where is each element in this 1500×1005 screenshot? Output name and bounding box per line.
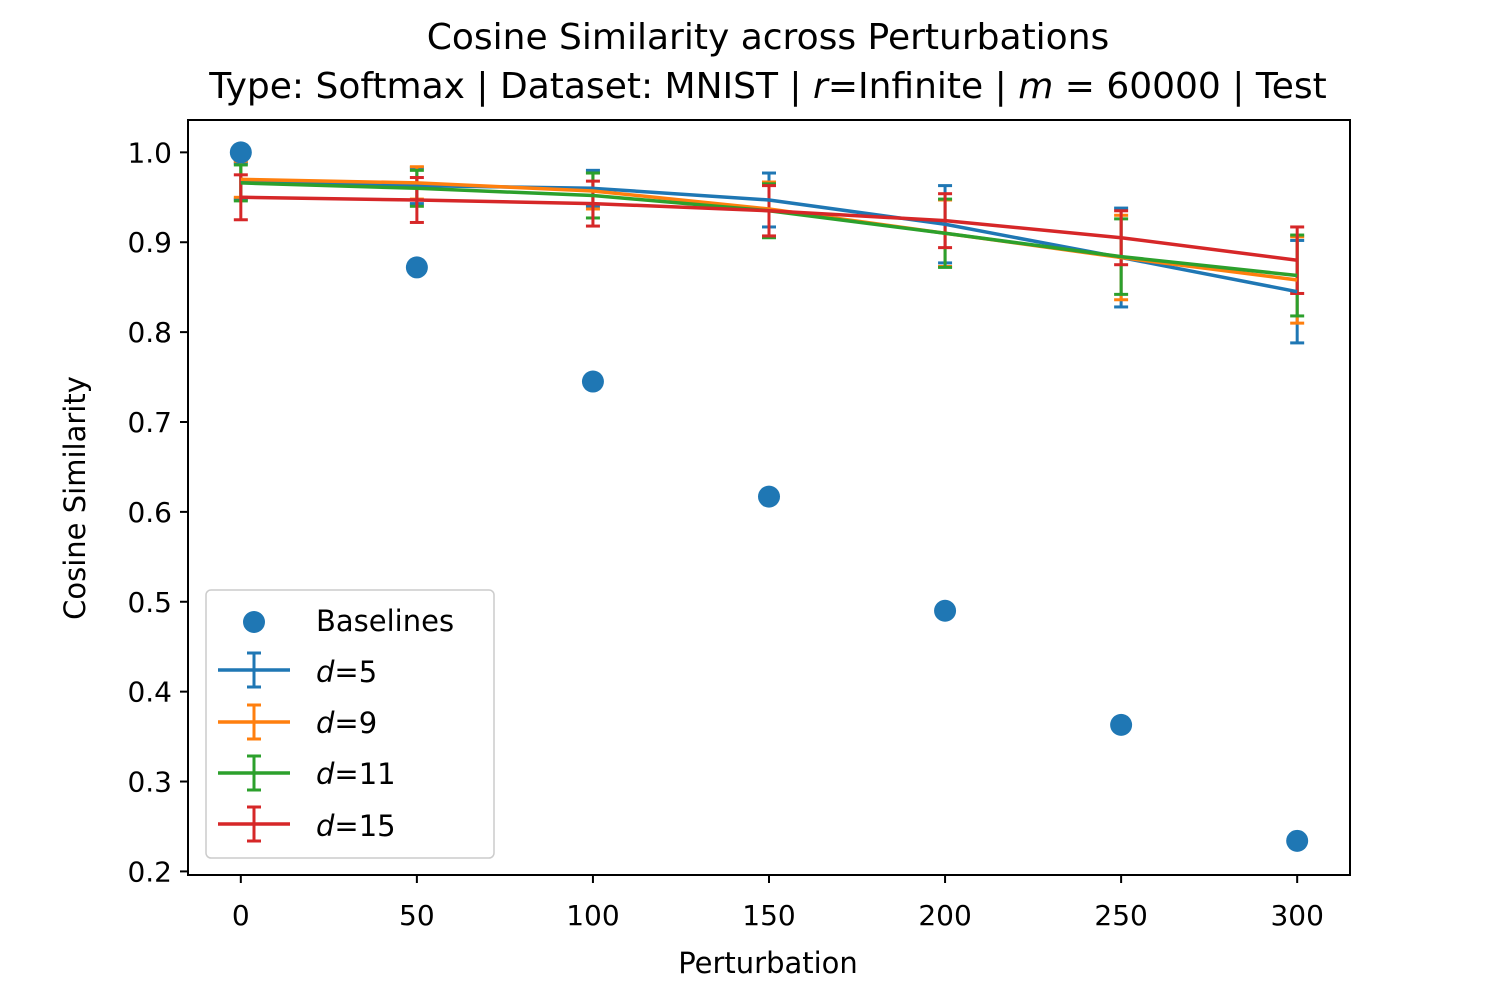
legend-label-d9: d=9 xyxy=(316,706,377,740)
y-tick-label: 0.8 xyxy=(127,316,172,349)
y-tick-label: 0.7 xyxy=(127,406,172,439)
x-tick-label: 300 xyxy=(1270,899,1323,932)
legend-label-d15: d=15 xyxy=(316,809,396,843)
x-tick-label: 50 xyxy=(399,899,435,932)
baseline-point xyxy=(934,599,957,622)
series-line-d15 xyxy=(240,195,1298,262)
chart-title: Cosine Similarity across Perturbations xyxy=(427,17,1110,58)
y-tick-label: 0.9 xyxy=(127,226,172,259)
y-tick-label: 0.4 xyxy=(127,676,172,709)
y-axis-label: Cosine Similarity xyxy=(58,376,92,620)
x-tick-label: 150 xyxy=(742,899,795,932)
plot-area xyxy=(229,141,1309,852)
y-tick-label: 1.0 xyxy=(127,136,172,169)
baseline-point xyxy=(229,141,252,164)
legend: Baselines d=5 d=9 d=11 d=15 xyxy=(205,589,495,859)
baseline-point xyxy=(1286,829,1309,852)
legend-handle-baselines xyxy=(243,611,265,633)
x-tick-label: 200 xyxy=(918,899,971,932)
legend-label-d5: d=5 xyxy=(316,655,377,689)
baseline-point xyxy=(405,256,428,279)
x-axis-label: Perturbation xyxy=(678,946,858,980)
x-tick-label: 100 xyxy=(566,899,619,932)
axes: 0 50 100 150 200 250 300 0.2 0.3 0.4 0.5 0.6 0.7 0.8 0… xyxy=(127,119,1351,932)
y-tick-label: 0.5 xyxy=(127,586,172,619)
legend-label-d11: d=11 xyxy=(316,757,396,791)
y-tick-label: 0.6 xyxy=(127,496,172,529)
legend-label-baselines: Baselines xyxy=(316,604,454,638)
baseline-point xyxy=(758,485,780,508)
baseline-point xyxy=(1110,713,1133,736)
legend-box xyxy=(205,589,495,859)
baseline-point xyxy=(581,370,604,393)
x-tick-label: 250 xyxy=(1094,899,1147,932)
x-tick-label: 0 xyxy=(232,899,250,932)
chart-subtitle: Type: Softmax | Dataset: MNIST | r=Infin… xyxy=(208,66,1327,107)
y-tick-label: 0.3 xyxy=(127,766,172,799)
y-tick-label: 0.2 xyxy=(127,855,172,888)
